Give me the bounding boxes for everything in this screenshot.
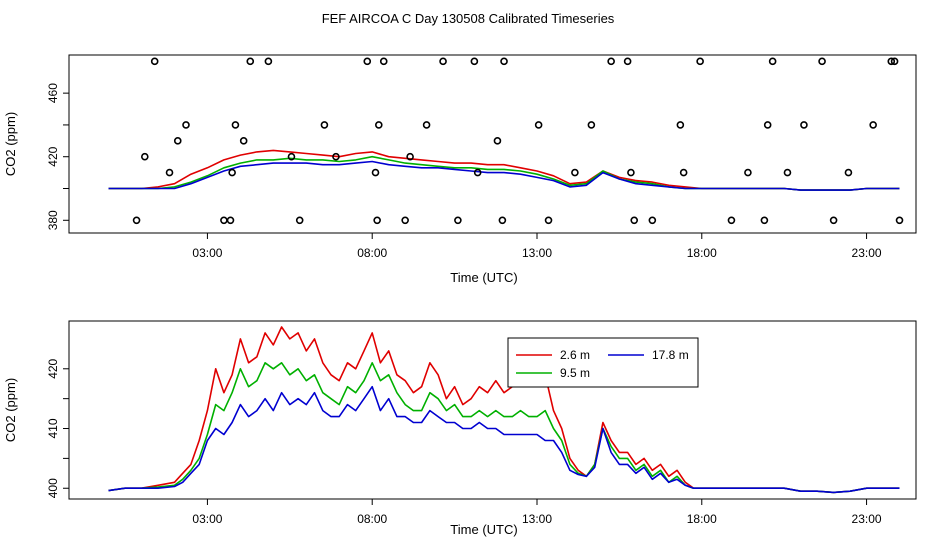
bottom-series-2-6-mm: [108, 326, 900, 494]
top-calibration-point: [676, 121, 685, 129]
top-calibration-point: [401, 216, 409, 225]
top-calibration-point: [890, 57, 899, 66]
legend-box: [507, 337, 699, 388]
top-calibration-point: [887, 57, 896, 66]
top-calibration-point: [379, 57, 388, 66]
top-calibration-point: [783, 168, 792, 177]
top-panel: 03:00 08:00 13:00 18:00 23:00 380 420 460 Time …: [3, 54, 917, 285]
top-calibration-point: [696, 57, 704, 66]
bottom-series-17-8-mm: [108, 385, 900, 494]
bottom-x-tick-label: 18:00: [687, 512, 717, 526]
top-calibration-point: [648, 216, 657, 225]
top-calibration-point: [534, 121, 543, 129]
top-calibration-point: [473, 168, 482, 177]
legend-label-17-8m: 17.8 m: [652, 348, 689, 362]
top-y-axis-label: CO2 (ppm): [3, 112, 18, 176]
top-y-tick-label: 420: [46, 146, 60, 166]
top-calibration-point: [498, 216, 507, 225]
top-calibration-point: [869, 121, 877, 129]
top-calibration-point: [630, 216, 639, 225]
top-calibration-point: [439, 57, 447, 66]
top-calibration-point: [470, 57, 479, 66]
legend-label-2-6m: 2.6 m: [560, 348, 590, 362]
top-x-tick-label: 13:00: [522, 246, 552, 260]
chart-title: FEF AIRCOA C Day 130508 Calibrated Times…: [322, 11, 615, 26]
bottom-x-tick-label: 23:00: [852, 512, 882, 526]
bottom-y-axis-label: CO2 (ppm): [3, 378, 18, 442]
bottom-y-tick-label: 400: [46, 478, 60, 498]
top-calibration-point: [760, 216, 769, 225]
top-calibration-point: [422, 121, 431, 129]
top-x-tick-label: 18:00: [687, 246, 717, 260]
top-calibration-point: [623, 57, 632, 66]
top-calibration-point: [763, 121, 772, 129]
bottom-y-tick-label: 410: [46, 418, 60, 438]
top-calibration-point: [150, 57, 159, 66]
top-calibration-point: [744, 168, 752, 177]
top-calibration-point: [727, 216, 736, 225]
top-y-tick-label: 460: [46, 83, 60, 103]
bottom-y-tick-label: 420: [46, 358, 60, 378]
top-calibration-point: [374, 121, 383, 129]
top-calibration-point: [829, 216, 838, 225]
top-calibration-point: [500, 57, 508, 66]
bottom-series-9-5-mm: [108, 362, 900, 494]
legend-label-9-5m: 9.5 m: [560, 366, 590, 380]
top-calibration-point: [544, 216, 553, 225]
top-calibration-point: [895, 216, 904, 225]
legend: 2.6 m 17.8 m 9.5 m: [507, 337, 699, 388]
top-calibration-point: [320, 121, 329, 129]
top-y-tick-label: 380: [46, 210, 60, 230]
top-calibration-point: [132, 216, 141, 225]
top-calibration-point: [246, 57, 255, 66]
top-calibration-point: [264, 57, 273, 66]
top-calibration-point: [679, 168, 688, 177]
top-calibration-point: [332, 152, 340, 161]
top-calibration-point: [173, 137, 182, 145]
top-calibration-point: [800, 121, 808, 129]
top-calibration-point: [141, 152, 149, 161]
bottom-panel: 03:00 08:00 13:00 18:00 23:00 400 410 420 Time …: [3, 320, 917, 537]
top-calibration-point: [295, 216, 304, 225]
top-calibration-point: [373, 216, 381, 225]
top-calibration-point: [844, 168, 853, 177]
top-calibration-point: [607, 57, 615, 66]
top-calibration-point: [165, 168, 174, 177]
top-calibration-point: [768, 57, 777, 66]
top-x-tick-label: 23:00: [852, 246, 882, 260]
top-calibration-point: [239, 137, 248, 145]
top-calibration-point: [587, 121, 596, 129]
top-plot-frame: [68, 54, 917, 234]
top-x-axis-label: Time (UTC): [450, 270, 517, 285]
top-calibration-point: [406, 152, 414, 161]
top-calibration-point: [226, 216, 235, 225]
bottom-x-axis-label: Time (UTC): [450, 522, 517, 537]
bottom-x-tick-label: 13:00: [522, 512, 552, 526]
top-calibration-point: [571, 168, 579, 177]
bottom-x-tick-label: 03:00: [192, 512, 222, 526]
top-series-17-8-mm: [108, 160, 900, 191]
top-x-tick-label: 08:00: [357, 246, 387, 260]
top-calibration-point: [228, 168, 236, 177]
bottom-x-tick-label: 08:00: [357, 512, 387, 526]
top-calibration-point: [363, 57, 372, 66]
top-calibration-point: [182, 121, 190, 129]
top-calibration-point: [493, 137, 502, 145]
top-calibration-point: [287, 152, 296, 161]
top-x-tick-label: 03:00: [192, 246, 222, 260]
top-calibration-point: [818, 57, 826, 66]
top-calibration-point: [371, 168, 380, 177]
top-calibration-point: [220, 216, 228, 225]
top-calibration-point: [231, 121, 240, 129]
bottom-plot-frame: [68, 320, 917, 500]
top-calibration-point: [454, 216, 462, 225]
top-calibration-point: [627, 168, 635, 177]
